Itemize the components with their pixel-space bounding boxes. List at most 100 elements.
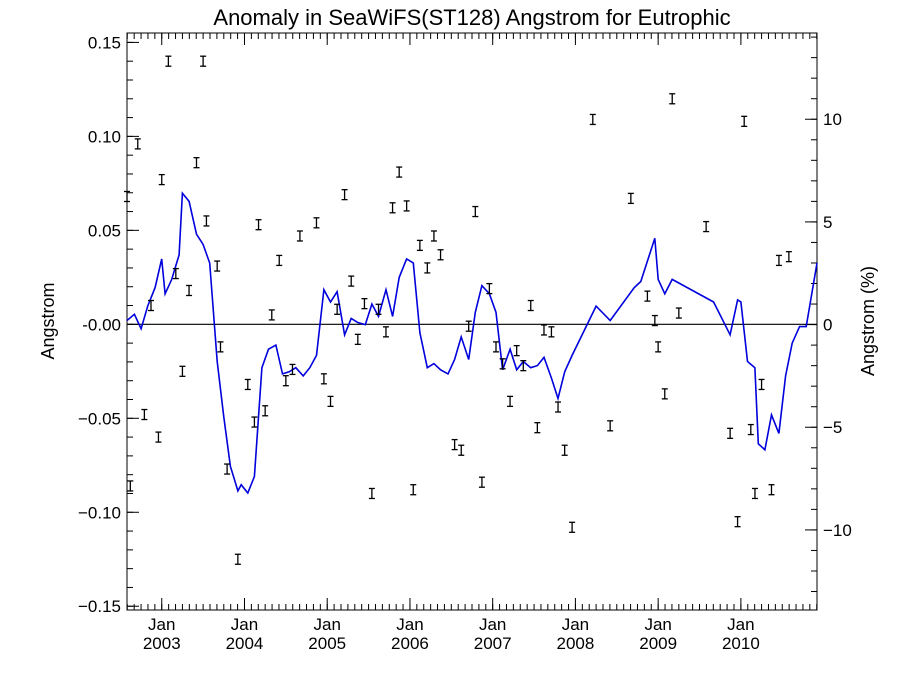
data-point-marker: [155, 431, 162, 443]
data-point-marker: [368, 487, 375, 500]
data-point-marker: [492, 341, 499, 353]
data-point-marker: [268, 309, 275, 321]
data-point-marker: [486, 282, 493, 295]
data-point-marker: [548, 326, 555, 338]
data-point-marker: [458, 444, 465, 456]
data-point-marker: [179, 365, 186, 377]
chart-title: Anomaly in SeaWiFS(ST128) Angstrom for E…: [213, 5, 730, 30]
x-tick-month-label: Jan: [314, 615, 341, 634]
anomaly-line-series: [126, 191, 818, 495]
x-tick-year-label: 2005: [308, 634, 346, 653]
data-point-marker: [534, 422, 541, 434]
data-point-marker: [589, 113, 596, 126]
data-point-marker: [627, 192, 634, 205]
x-tick-month-label: Jan: [479, 615, 506, 634]
data-point-marker: [193, 157, 200, 169]
x-tick-year-label: 2006: [391, 634, 429, 653]
data-point-marker: [451, 438, 458, 451]
data-point-marker: [348, 275, 355, 287]
data-point-marker: [727, 427, 734, 439]
data-point-marker: [200, 55, 207, 67]
data-point-marker: [675, 307, 682, 319]
data-point-marker: [569, 521, 576, 533]
y-left-tick-label: 0.15: [88, 33, 121, 52]
data-point-marker: [282, 375, 289, 387]
data-point-marker: [472, 205, 479, 218]
y-left-tick-label: −0.10: [78, 503, 121, 522]
data-point-marker: [661, 388, 668, 400]
data-point-marker: [513, 344, 520, 357]
data-point-marker: [276, 254, 283, 267]
x-tick-month-label: Jan: [148, 615, 175, 634]
data-point-marker: [499, 358, 506, 370]
data-point-marker: [320, 373, 327, 385]
y-left-tick-label: −0.15: [78, 597, 121, 616]
data-point-marker: [141, 408, 148, 421]
y-left-tick-label: 0.05: [88, 221, 121, 240]
data-point-marker: [251, 416, 258, 428]
data-point-marker: [244, 378, 251, 391]
data-point-marker: [465, 320, 472, 332]
data-point-marker: [262, 405, 269, 417]
x-tick-month-label: Jan: [562, 615, 589, 634]
y-right-tick-label: −5: [823, 418, 842, 437]
data-point-marker: [224, 463, 231, 475]
data-point-marker: [416, 239, 423, 252]
data-point-marker: [217, 341, 224, 353]
x-tick-month-label: Jan: [644, 615, 671, 634]
data-point-marker: [424, 262, 431, 274]
data-point-marker: [478, 476, 485, 488]
data-point-marker: [410, 484, 417, 496]
data-point-marker: [768, 484, 775, 496]
data-point-marker: [520, 360, 527, 372]
y-left-tick-label: 0.10: [88, 127, 121, 146]
data-point-marker: [396, 166, 403, 178]
data-point-marker: [354, 333, 361, 346]
data-point-marker: [361, 297, 368, 310]
x-axis: Jan2003Jan2004Jan2005Jan2006Jan2007Jan20…: [126, 33, 818, 653]
data-point-marker: [382, 326, 389, 338]
data-point-marker: [234, 553, 241, 565]
y-left-tick-label: −0.05: [78, 409, 121, 428]
data-point-marker: [734, 516, 741, 528]
x-tick-month-label: Jan: [231, 615, 258, 634]
data-point-marker: [758, 378, 765, 391]
data-point-marker: [158, 173, 165, 186]
data-point-marker: [214, 260, 221, 272]
data-point-marker: [124, 190, 130, 203]
x-tick-year-label: 2008: [557, 634, 595, 653]
data-point-marker: [561, 444, 568, 456]
y-axis-right-label: Angstrom (%): [858, 266, 878, 376]
x-tick-year-label: 2007: [474, 634, 512, 653]
x-tick-year-label: 2010: [722, 634, 760, 653]
y-axis-right: 10 5 0 −5 −10: [805, 36, 852, 593]
data-point-marker: [334, 303, 341, 315]
y-right-tick-label: −10: [823, 521, 852, 540]
data-point-marker: [430, 230, 437, 242]
data-point-marker: [389, 202, 396, 214]
data-point-marker: [607, 420, 614, 432]
plot-frame: [126, 32, 818, 611]
x-tick-year-label: 2004: [226, 634, 264, 653]
data-point-marker: [127, 480, 134, 492]
data-point-marker: [437, 249, 444, 261]
data-point-marker: [313, 217, 320, 229]
data-point-marker: [741, 115, 748, 127]
x-tick-year-label: 2009: [639, 634, 677, 653]
data-point-marker: [651, 314, 658, 327]
data-point-marker: [644, 290, 651, 302]
data-point-marker: [255, 219, 262, 231]
data-point-marker: [134, 138, 141, 150]
data-point-marker: [147, 299, 154, 312]
data-point-marker: [341, 188, 348, 201]
y-right-tick-label: 5: [823, 213, 832, 232]
data-point-marker: [785, 251, 792, 263]
data-point-marker: [540, 324, 547, 336]
data-point-marker: [327, 395, 334, 408]
x-tick-month-label: Jan: [396, 615, 423, 634]
data-point-marker: [751, 487, 758, 500]
data-point-marker: [555, 401, 562, 413]
data-point-marker: [296, 230, 303, 242]
data-point-marker: [289, 363, 296, 376]
